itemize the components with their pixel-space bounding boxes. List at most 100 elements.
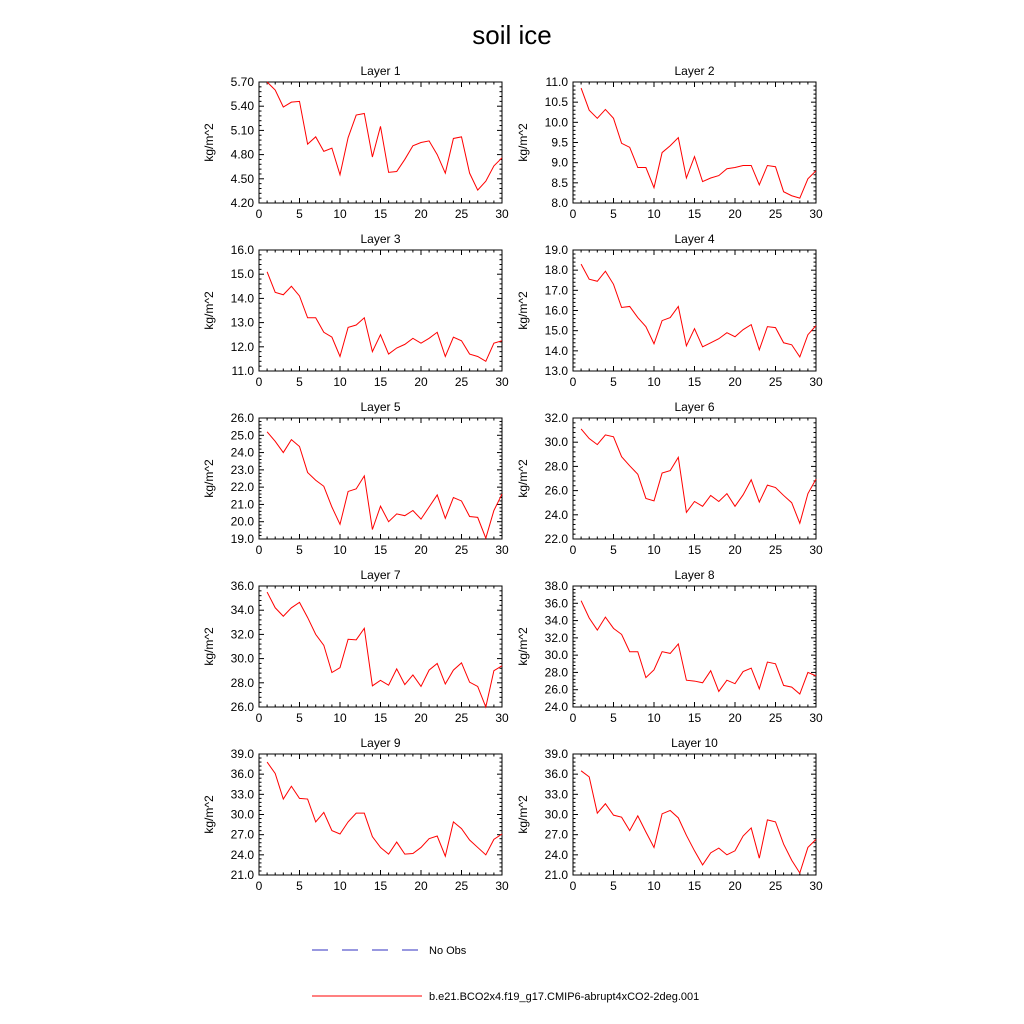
y-tick-label: 10.0 — [545, 115, 569, 129]
y-axis-label: kg/m^2 — [516, 795, 530, 834]
y-axis-label: kg/m^2 — [516, 627, 530, 666]
y-tick-label: 17.0 — [545, 283, 569, 297]
y-tick-label: 21.0 — [231, 497, 255, 511]
plot-frame — [572, 81, 817, 204]
x-tick-label: 0 — [256, 711, 263, 725]
x-tick-label: 0 — [570, 375, 577, 389]
x-tick-label: 30 — [495, 711, 509, 725]
x-tick-label: 20 — [728, 375, 742, 389]
y-tick-label: 24.0 — [545, 508, 569, 522]
x-tick-label: 10 — [647, 207, 661, 221]
y-axis-label: kg/m^2 — [516, 459, 530, 498]
panel-title: Layer 1 — [360, 64, 400, 78]
plot-frame — [258, 585, 503, 708]
x-tick-label: 5 — [610, 711, 617, 725]
y-tick-label: 21.0 — [545, 868, 569, 882]
x-tick-label: 30 — [809, 207, 823, 221]
panel-title: Layer 8 — [674, 568, 714, 582]
y-axis-label: kg/m^2 — [202, 795, 216, 834]
panel-title: Layer 4 — [674, 232, 714, 246]
panel-layer-1: Layer 1 kg/m^2 0 5 10 15 20 25 30 4.20 4.50 4.80 5.1… — [202, 64, 509, 221]
x-tick-label: 25 — [769, 207, 783, 221]
x-tick-label: 20 — [414, 543, 428, 557]
x-tick-label: 25 — [455, 879, 469, 893]
panel-layer-6: Layer 6 kg/m^2 0 5 10 15 20 25 30 22.0 24.0 26.0 28.… — [516, 400, 823, 557]
y-tick-label: 12.0 — [231, 340, 255, 354]
y-tick-label: 19.0 — [545, 243, 569, 257]
y-tick-label: 4.50 — [231, 172, 255, 186]
y-tick-label: 22.0 — [545, 532, 569, 546]
y-tick-label: 16.0 — [231, 243, 255, 257]
x-tick-label: 10 — [647, 879, 661, 893]
series-line — [580, 263, 817, 358]
x-tick-label: 0 — [256, 207, 263, 221]
x-tick-label: 15 — [374, 375, 388, 389]
plot-frame — [572, 585, 817, 708]
plot-frame — [258, 417, 503, 540]
x-tick-label: 30 — [495, 543, 509, 557]
y-tick-label: 26.0 — [231, 700, 255, 714]
x-tick-label: 10 — [333, 543, 347, 557]
panel-layer-7: Layer 7 kg/m^2 0 5 10 15 20 25 30 26.0 28.0 30.0 32.… — [202, 568, 509, 725]
x-tick-label: 5 — [610, 375, 617, 389]
y-tick-label: 9.5 — [551, 136, 568, 150]
chart-title: soil ice — [472, 20, 551, 50]
panel-title: Layer 9 — [360, 736, 400, 750]
x-tick-label: 10 — [647, 375, 661, 389]
x-tick-label: 5 — [296, 375, 303, 389]
x-tick-label: 5 — [296, 711, 303, 725]
y-axis-label: kg/m^2 — [202, 459, 216, 498]
y-tick-label: 5.70 — [231, 75, 255, 89]
x-tick-label: 0 — [256, 543, 263, 557]
x-tick-label: 30 — [809, 543, 823, 557]
y-tick-label: 24.0 — [231, 848, 255, 862]
y-tick-label: 38.0 — [545, 579, 569, 593]
plot-frame — [258, 753, 503, 876]
panel-title: Layer 10 — [671, 736, 718, 750]
y-tick-label: 11.0 — [232, 364, 255, 378]
y-tick-label: 27.0 — [231, 828, 255, 842]
x-tick-label: 25 — [455, 375, 469, 389]
y-tick-label: 14.0 — [545, 344, 569, 358]
x-tick-label: 15 — [374, 711, 388, 725]
y-tick-label: 10.5 — [545, 95, 569, 109]
x-tick-label: 20 — [728, 543, 742, 557]
y-tick-label: 36.0 — [231, 579, 255, 593]
x-tick-label: 20 — [414, 711, 428, 725]
x-tick-label: 30 — [809, 879, 823, 893]
y-tick-label: 26.0 — [545, 683, 569, 697]
x-tick-label: 10 — [333, 207, 347, 221]
x-tick-label: 20 — [414, 375, 428, 389]
y-tick-label: 19.0 — [231, 532, 255, 546]
x-tick-label: 25 — [769, 375, 783, 389]
x-tick-label: 25 — [769, 711, 783, 725]
y-tick-label: 5.40 — [231, 99, 255, 113]
panel-layer-9: Layer 9 kg/m^2 0 5 10 15 20 25 30 21.0 24.0 27.0 30.… — [202, 736, 509, 893]
legend-obs-label: No Obs — [429, 945, 467, 957]
x-tick-label: 0 — [256, 879, 263, 893]
y-tick-label: 5.10 — [231, 123, 255, 137]
x-tick-label: 30 — [495, 879, 509, 893]
x-tick-label: 25 — [769, 543, 783, 557]
x-tick-label: 5 — [296, 879, 303, 893]
y-tick-label: 23.0 — [231, 463, 255, 477]
x-tick-label: 30 — [495, 375, 509, 389]
y-tick-label: 36.0 — [231, 767, 255, 781]
y-tick-label: 8.0 — [551, 196, 568, 210]
y-tick-label: 26.0 — [545, 484, 569, 498]
y-tick-label: 15.0 — [545, 324, 569, 338]
x-tick-label: 5 — [296, 543, 303, 557]
legend: No Obs b.e21.BCO2x4.f19_g17.CMIP6-abrupt… — [312, 945, 699, 1003]
x-tick-label: 15 — [688, 879, 702, 893]
x-tick-label: 15 — [688, 543, 702, 557]
y-tick-label: 28.0 — [545, 459, 569, 473]
y-tick-label: 24.0 — [231, 446, 255, 460]
y-tick-label: 13.0 — [545, 364, 569, 378]
panel-layer-5: Layer 5 kg/m^2 0 5 10 15 20 25 30 19.0 20.0 21.0 22.… — [202, 400, 509, 557]
y-tick-label: 27.0 — [545, 828, 569, 842]
x-tick-label: 10 — [647, 543, 661, 557]
x-tick-label: 20 — [414, 879, 428, 893]
y-tick-label: 11.0 — [546, 75, 569, 89]
plot-frame — [258, 81, 503, 204]
series-line — [580, 600, 817, 695]
